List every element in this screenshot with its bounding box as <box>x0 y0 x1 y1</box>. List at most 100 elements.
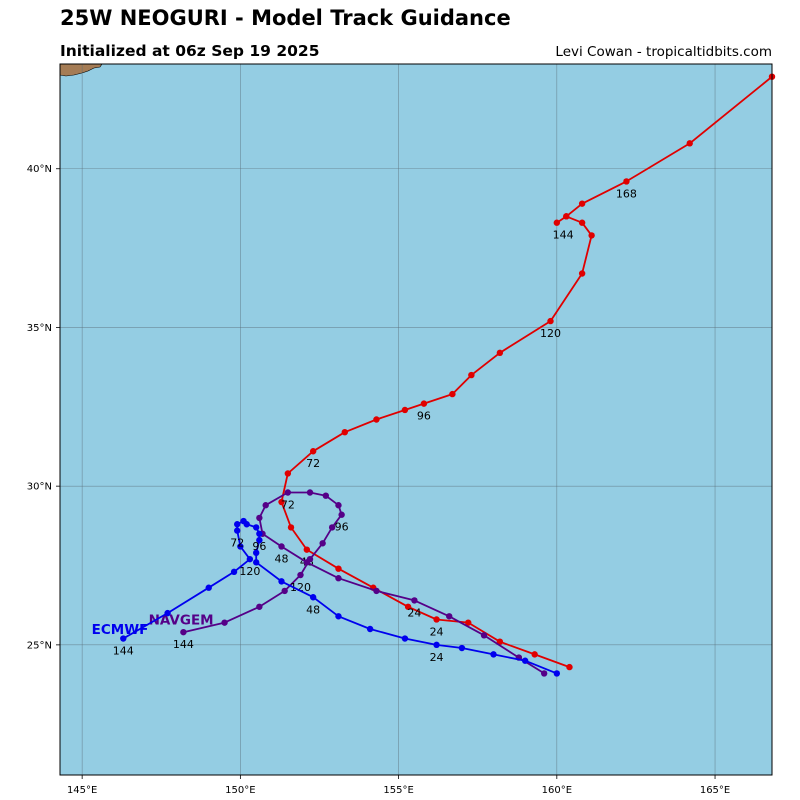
track-ecmwf: 24 48 72 96 120 144 ECMWF <box>92 517 561 677</box>
track-point <box>120 635 127 642</box>
lat-lon-grid <box>60 64 772 775</box>
x-tick-label: 155°E <box>383 785 413 796</box>
forecast-hour-label: 144 <box>553 229 574 242</box>
track-point <box>458 644 466 652</box>
page-title: 25W NEOGURI - Model Track Guidance <box>60 6 511 30</box>
forecast-hour-label: 144 <box>173 638 194 651</box>
track-point <box>490 651 497 658</box>
track-point <box>401 635 409 642</box>
y-tick-label: 40°N <box>27 164 52 175</box>
land-mass <box>59 63 103 77</box>
axis-ticks: 145°E 150°E 155°E 160°E 165°E 25°N 30°N 35°N 40°… <box>27 164 730 796</box>
track-point <box>205 584 212 591</box>
track-point <box>623 178 630 185</box>
track-point <box>281 587 288 595</box>
track-point <box>306 555 314 563</box>
forecast-hour-label: 72 <box>230 537 244 550</box>
forecast-hour-label: 96 <box>335 521 349 534</box>
ocean-background <box>60 64 772 775</box>
track-point <box>284 489 292 496</box>
track-point <box>496 638 504 645</box>
track-point <box>335 565 342 572</box>
track-point <box>404 603 412 610</box>
track-point <box>480 632 488 639</box>
track-point <box>578 219 586 226</box>
track-point <box>278 578 285 585</box>
track-point <box>341 428 348 436</box>
track-point <box>338 511 345 518</box>
track-point <box>246 555 254 563</box>
forecast-hour-label: 96 <box>252 540 266 553</box>
track-point <box>256 536 263 544</box>
track-point <box>256 514 263 522</box>
track-point <box>319 540 326 547</box>
model-tracks: 2448729612014416824487296120144NAVGEM244… <box>92 73 776 677</box>
track-point <box>256 603 263 610</box>
track-point <box>465 619 472 626</box>
track-point <box>335 502 342 509</box>
track-point <box>309 594 317 601</box>
track-point <box>468 371 475 379</box>
map-frame <box>59 63 773 776</box>
track-point <box>180 628 187 636</box>
forecast-hour-label: 96 <box>417 410 431 423</box>
model-name-label: NAVGEM <box>149 612 214 628</box>
model-name-label: ECMWF <box>92 622 149 638</box>
track-point <box>553 219 561 226</box>
y-tick-label: 25°N <box>27 640 52 651</box>
track-point <box>563 213 570 220</box>
track-point <box>335 613 342 620</box>
y-tick-label: 30°N <box>27 482 52 493</box>
track-point <box>401 406 409 414</box>
forecast-hour-label: 144 <box>113 645 134 658</box>
track-point <box>366 625 374 633</box>
forecast-hour-label: 120 <box>290 581 311 594</box>
track-point <box>306 489 314 496</box>
track-point <box>547 317 554 325</box>
track-point <box>234 527 241 534</box>
track-point <box>297 571 304 579</box>
track-point <box>496 349 504 357</box>
init-time-subtitle: Initialized at 06z Sep 19 2025 <box>60 42 320 60</box>
track-point <box>566 663 573 671</box>
track-point <box>262 502 269 509</box>
track-point <box>449 390 456 398</box>
track-point <box>309 448 317 455</box>
forecast-hour-label: 24 <box>430 651 444 664</box>
track-point <box>433 641 440 649</box>
forecast-hour-label: 72 <box>281 499 295 512</box>
track-point <box>420 400 428 407</box>
forecast-hour-label: 24 <box>407 606 421 619</box>
track-point <box>578 270 586 277</box>
track-point <box>278 543 285 550</box>
x-tick-label: 150°E <box>225 785 255 796</box>
credit-text: Levi Cowan - tropicaltidbits.com <box>555 44 772 60</box>
track-point <box>588 232 595 239</box>
x-tick-label: 145°E <box>67 785 97 796</box>
track-point <box>373 587 380 595</box>
track-point <box>237 543 244 550</box>
x-tick-label: 165°E <box>700 785 730 796</box>
forecast-hour-label: 24 <box>430 625 444 638</box>
track-point <box>284 470 292 477</box>
track-point <box>540 670 548 677</box>
track-point <box>230 568 238 576</box>
y-tick-label: 35°N <box>27 323 52 334</box>
forecast-hour-label: 48 <box>275 552 289 565</box>
track-point <box>578 200 586 207</box>
track-point <box>335 575 342 582</box>
track-point <box>411 597 418 604</box>
track-point <box>240 517 247 525</box>
track-point <box>328 524 336 531</box>
track-point <box>373 416 380 423</box>
track-point <box>221 619 228 626</box>
track-point <box>164 609 171 617</box>
track-point <box>278 498 285 506</box>
forecast-hour-label: 120 <box>540 327 561 340</box>
track-navgem: 24 48 72 96 120 144 NAVGEM <box>149 489 548 677</box>
track-point <box>686 140 693 147</box>
forecast-hour-label: 72 <box>306 457 320 470</box>
track-point <box>433 616 440 623</box>
x-tick-label: 160°E <box>542 785 572 796</box>
